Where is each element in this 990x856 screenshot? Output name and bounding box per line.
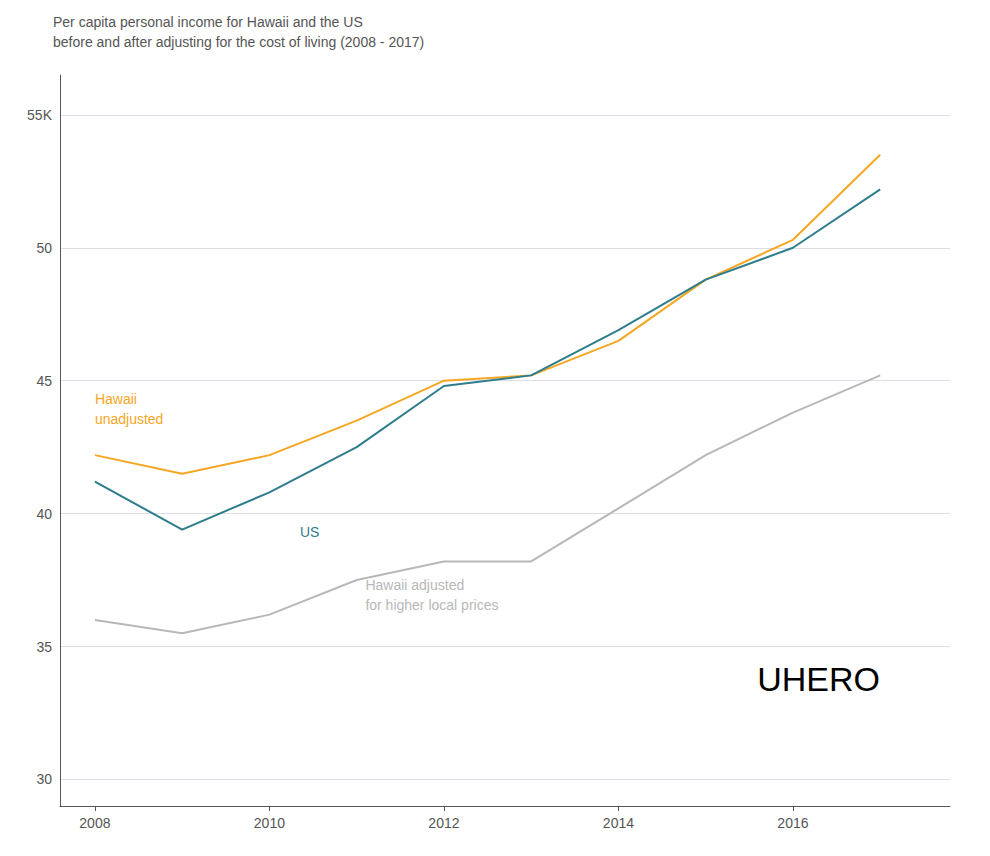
svg-text:2010: 2010 bbox=[254, 815, 285, 831]
svg-text:Hawaii: Hawaii bbox=[95, 391, 137, 407]
svg-text:45: 45 bbox=[36, 373, 52, 389]
svg-text:2016: 2016 bbox=[777, 815, 808, 831]
svg-text:Hawaii adjusted: Hawaii adjusted bbox=[365, 577, 464, 593]
svg-text:55K: 55K bbox=[27, 107, 53, 123]
svg-text:2012: 2012 bbox=[428, 815, 459, 831]
svg-text:2008: 2008 bbox=[79, 815, 110, 831]
svg-text:US: US bbox=[300, 524, 319, 540]
svg-text:unadjusted: unadjusted bbox=[95, 411, 164, 427]
svg-text:for higher local prices: for higher local prices bbox=[365, 597, 498, 613]
svg-text:ERO: ERO bbox=[806, 660, 880, 698]
svg-text:before and after adjusting for: before and after adjusting for the cost … bbox=[53, 34, 424, 50]
svg-text:2014: 2014 bbox=[603, 815, 634, 831]
svg-text:30: 30 bbox=[36, 771, 52, 787]
svg-text:40: 40 bbox=[36, 506, 52, 522]
svg-text:50: 50 bbox=[36, 240, 52, 256]
svg-text:Per capita personal income for: Per capita personal income for Hawaii an… bbox=[53, 14, 363, 30]
svg-text:UH: UH bbox=[757, 660, 806, 698]
svg-text:35: 35 bbox=[36, 639, 52, 655]
